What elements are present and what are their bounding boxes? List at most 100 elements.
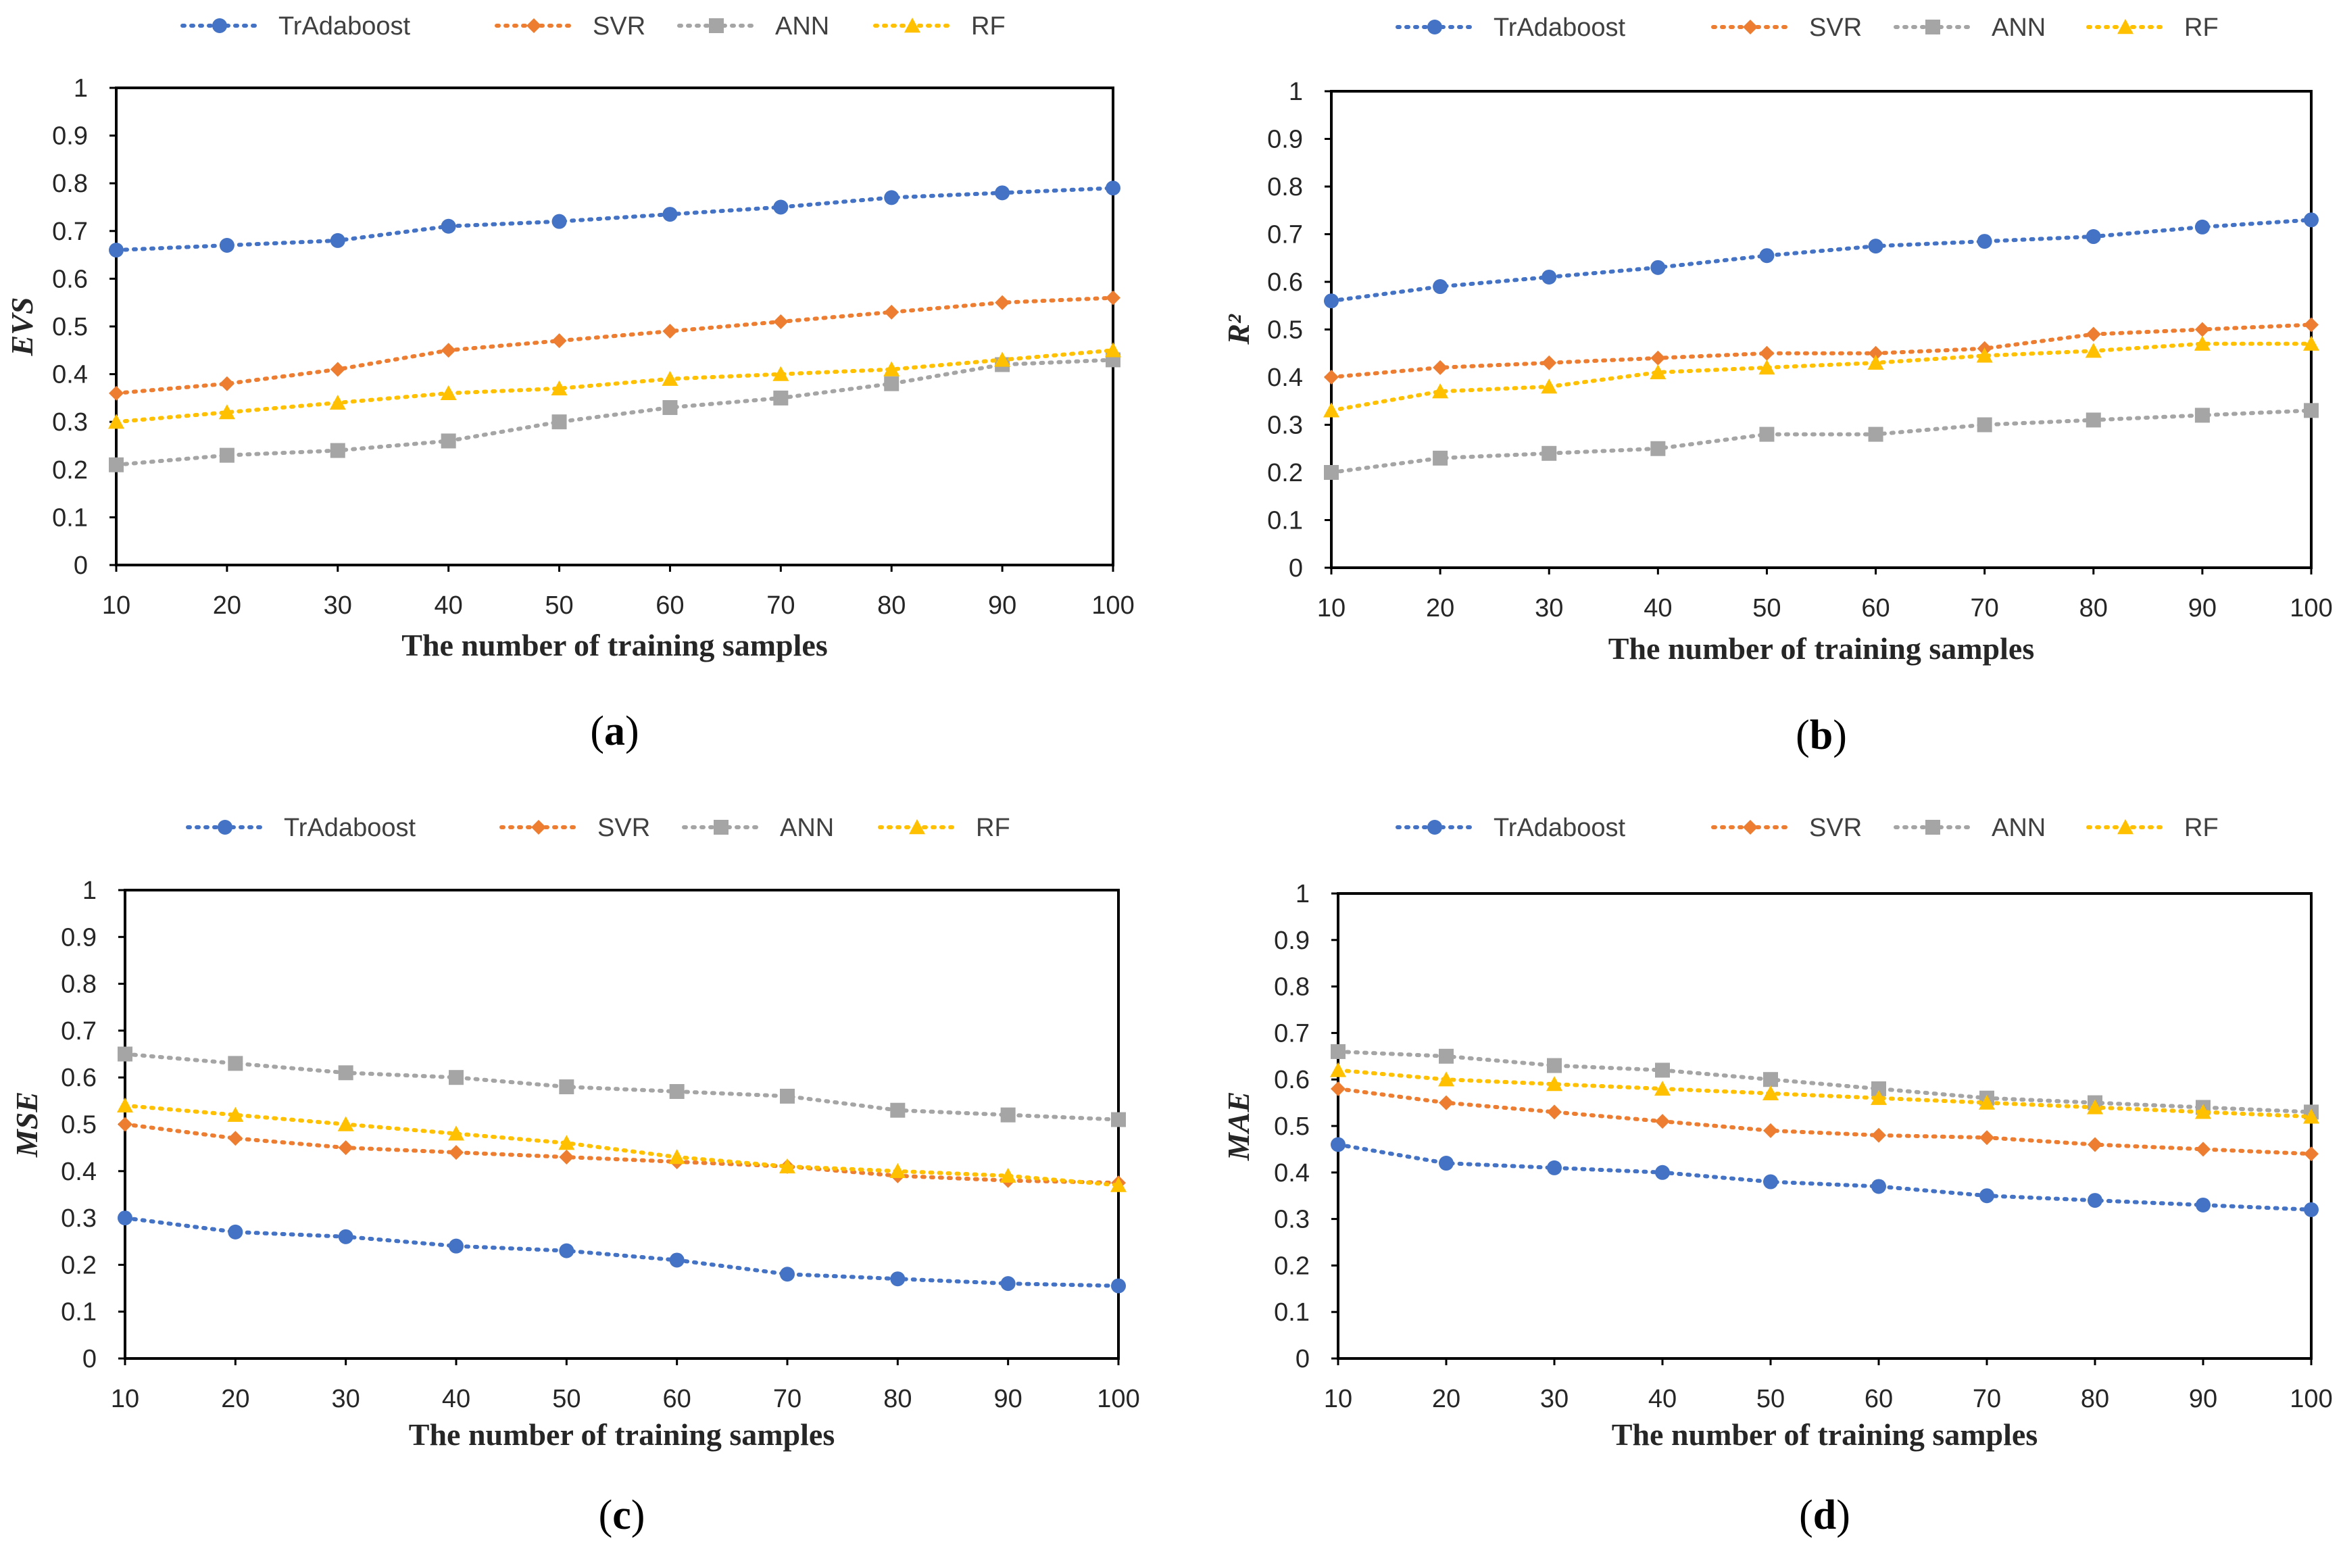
data-point <box>1330 1062 1346 1077</box>
data-point <box>883 361 900 376</box>
data-point <box>2194 335 2211 351</box>
data-point <box>662 207 678 222</box>
data-point <box>109 457 124 472</box>
series-line <box>1329 408 2313 474</box>
y-axis-title: R² <box>1221 314 1256 345</box>
x-tick-label: 100 <box>2290 594 2332 622</box>
x-tick-label: 60 <box>656 591 684 620</box>
series-line <box>1329 218 2313 303</box>
legend-marker <box>714 820 729 835</box>
data-point <box>2196 1197 2211 1212</box>
y-tick-label: 0.3 <box>61 1204 97 1233</box>
panel-label-close: ) <box>625 708 639 754</box>
data-point <box>448 1125 464 1141</box>
data-point <box>1979 1188 1994 1204</box>
series-svr <box>118 1117 1126 1191</box>
data-point <box>1331 1044 1346 1059</box>
legend-marker <box>526 18 541 33</box>
legend: TrAdaboost SVR ANN RF <box>186 814 1010 842</box>
x-axis-title: The number of training samples <box>1608 631 2034 666</box>
data-point <box>2194 408 2210 423</box>
data-point <box>1438 1071 1454 1087</box>
series-rf <box>108 342 1121 429</box>
data-point <box>118 1046 132 1062</box>
y-tick-label: 0.8 <box>1267 173 1303 201</box>
x-tick-label: 70 <box>1971 594 1999 622</box>
y-tick-label: 0.1 <box>1274 1298 1310 1327</box>
x-tick-label: 80 <box>2079 594 2108 622</box>
data-point <box>441 433 456 449</box>
data-point <box>441 218 456 234</box>
data-point <box>2303 335 2319 351</box>
data-point <box>551 380 568 395</box>
y-tick-label: 0.2 <box>61 1251 97 1279</box>
data-point <box>1105 342 1121 358</box>
series-tradaboost <box>109 180 1120 258</box>
legend-item-rf: RF <box>873 12 1006 41</box>
panel-label-letter: a <box>604 708 625 754</box>
data-point <box>1763 1174 1778 1190</box>
data-point <box>662 324 678 339</box>
plot-frame <box>124 889 1120 1360</box>
data-point <box>2304 1202 2319 1217</box>
y-tick-label: 0.9 <box>61 923 97 952</box>
y-tick-label: 0.2 <box>52 456 88 485</box>
data-point <box>1868 426 1883 442</box>
y-tick-label: 0.8 <box>1274 973 1310 1002</box>
y-tick-label: 0.2 <box>1274 1252 1310 1280</box>
data-point <box>1542 269 1557 285</box>
y-tick-label: 0 <box>1289 554 1303 583</box>
panel-label-open: ( <box>1796 712 1810 758</box>
data-point <box>669 1252 685 1268</box>
data-point <box>1867 354 1884 370</box>
data-point <box>1111 1112 1126 1127</box>
data-point <box>780 1267 795 1282</box>
data-point <box>2085 343 2102 358</box>
y-tick-label: 0.4 <box>61 1158 97 1186</box>
series-line <box>123 1216 1120 1288</box>
data-point <box>1542 445 1557 461</box>
y-tick-label: 0.3 <box>1274 1206 1310 1234</box>
x-tick-label: 30 <box>332 1385 360 1413</box>
y-tick-label: 0.4 <box>1274 1159 1310 1187</box>
x-tick-label: 90 <box>988 591 1016 620</box>
legend-item-ann: ANN <box>682 814 834 842</box>
panel-label-close: ) <box>1833 712 1847 758</box>
data-point <box>884 304 899 320</box>
x-tick-label: 50 <box>1756 1385 1785 1413</box>
data-point <box>1324 370 1339 385</box>
data-point <box>1758 359 1775 375</box>
y-tick-label: 0.1 <box>52 504 88 532</box>
x-tick-label: 60 <box>663 1385 691 1413</box>
legend-item-tradaboost: TrAdaboost <box>1396 814 1625 842</box>
data-point <box>551 214 567 229</box>
series-line <box>114 358 1115 467</box>
data-point <box>329 394 346 410</box>
x-tick-label: 100 <box>2290 1385 2332 1413</box>
data-point <box>559 1079 574 1095</box>
data-point <box>773 314 789 329</box>
data-point <box>662 370 679 386</box>
data-point <box>338 1140 353 1156</box>
data-point <box>330 362 345 377</box>
data-point <box>118 1117 132 1132</box>
legend-label: TrAdaboost <box>284 814 416 842</box>
data-point <box>1868 345 1883 361</box>
x-tick-label: 70 <box>773 1385 801 1413</box>
x-tick-label: 10 <box>102 591 130 620</box>
y-tick-label: 1 <box>1289 78 1303 106</box>
legend-marker <box>1427 20 1442 34</box>
x-tick-label: 40 <box>442 1385 470 1413</box>
data-point <box>2194 322 2210 337</box>
y-tick-label: 0.3 <box>1267 412 1303 440</box>
data-point <box>1000 1276 1016 1292</box>
x-tick-label: 50 <box>1752 594 1781 622</box>
y-tick-label: 0.7 <box>1274 1019 1310 1048</box>
y-axis-title: MAE <box>1221 1092 1256 1161</box>
data-point <box>449 1070 464 1085</box>
data-point <box>1323 402 1339 418</box>
data-point <box>2196 1142 2211 1157</box>
data-point <box>1979 1094 1995 1110</box>
data-point <box>890 1271 906 1287</box>
series-line <box>114 186 1115 253</box>
